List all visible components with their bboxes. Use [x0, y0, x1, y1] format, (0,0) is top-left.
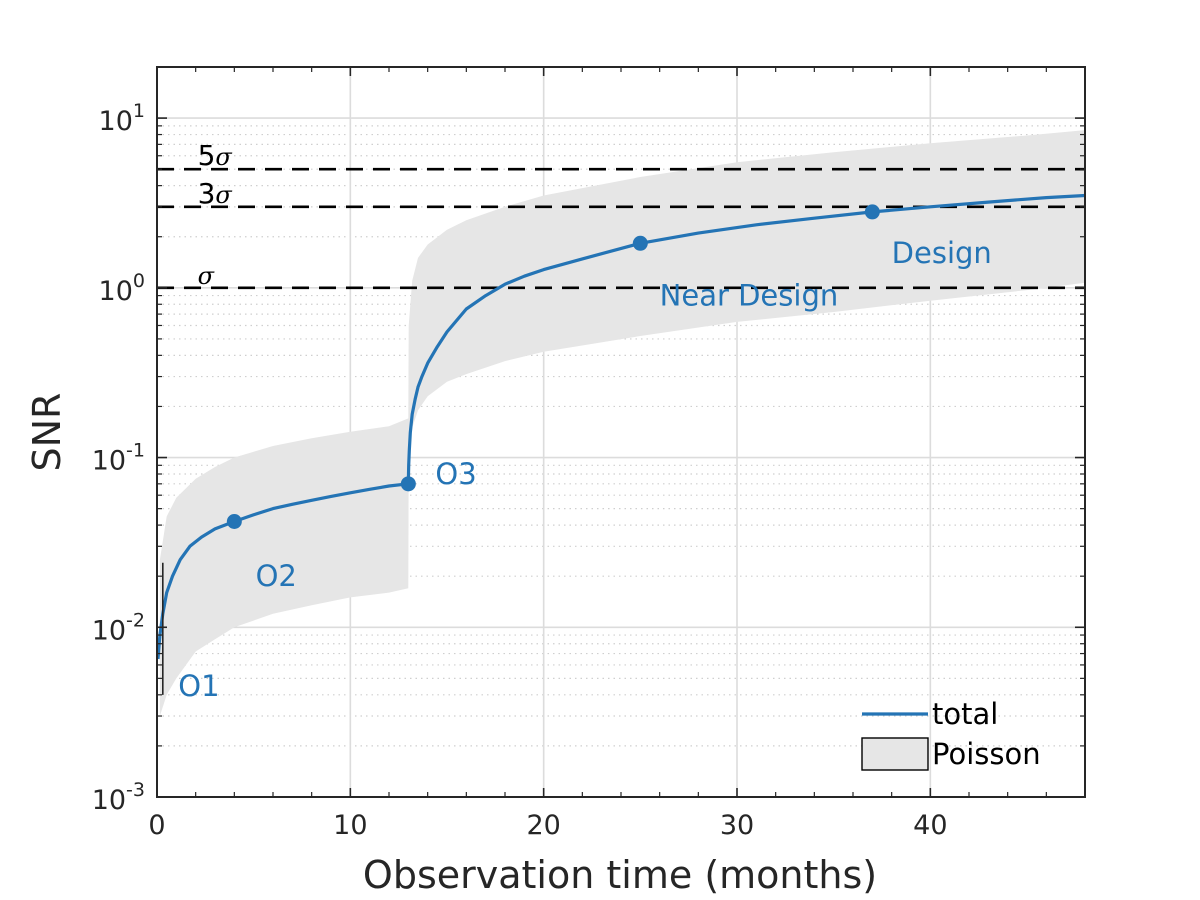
- x-tick-label: 10: [333, 810, 367, 841]
- legend: total Poisson: [861, 697, 1041, 771]
- tick-labels: 0 10 20 30 40 10-3 10-2 10-1 100 101: [92, 100, 948, 841]
- marker-dot-near-design: [632, 235, 648, 251]
- series-line-total: [156, 193, 1086, 660]
- axes: [156, 66, 1086, 798]
- poisson-band: [159, 130, 1085, 717]
- marker-dot-o2: [226, 513, 242, 529]
- x-tick-label: 30: [720, 810, 754, 841]
- marker-label-o2: O2: [256, 559, 297, 593]
- poisson-band-layer: [159, 130, 1085, 717]
- x-tick-label: 20: [526, 810, 560, 841]
- legend-swatch-poisson: [861, 737, 929, 771]
- y-tick-label: 10-3: [92, 779, 145, 816]
- y-tick-label: 101: [99, 100, 145, 137]
- legend-label-poisson: Poisson: [932, 737, 1041, 771]
- marker-layer: O1 O2 O3 Near Design Design: [178, 204, 992, 703]
- x-tick-label: 40: [913, 810, 947, 841]
- marker-label-o1: O1: [178, 669, 219, 703]
- threshold-label: 5σ: [198, 139, 233, 172]
- x-tick-label: 0: [148, 810, 165, 841]
- series-layer: [156, 193, 1086, 695]
- marker-dot-design: [864, 204, 880, 220]
- marker-label-o3: O3: [435, 457, 476, 491]
- y-tick-label: 10-1: [92, 440, 145, 477]
- x-axis-label: Observation time (months): [363, 853, 877, 897]
- threshold-lines: 5σ 3σ σ: [157, 139, 1085, 290]
- marker-dot-o3: [400, 476, 416, 492]
- legend-label-total: total: [932, 697, 998, 731]
- marker-label-near-design: Near Design: [660, 279, 839, 313]
- marker-label-design: Design: [892, 236, 992, 270]
- threshold-label: σ: [198, 262, 215, 290]
- threshold-label: 3σ: [198, 177, 233, 210]
- y-tick-label: 100: [99, 270, 145, 307]
- y-axis-label: SNR: [25, 393, 69, 472]
- y-tick-label: 10-2: [92, 609, 145, 646]
